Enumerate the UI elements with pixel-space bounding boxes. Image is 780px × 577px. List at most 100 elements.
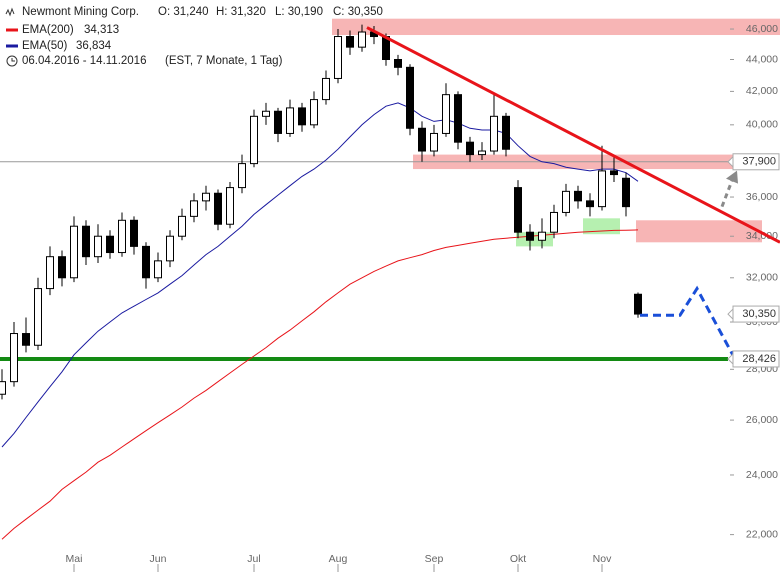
candle-body — [394, 58, 402, 68]
y-tick-label: 42,000 — [746, 85, 778, 97]
candle-body — [454, 94, 462, 143]
candle-body — [286, 107, 294, 134]
period: 06.04.2016 - 14.11.2016 — [22, 55, 146, 67]
y-tick-label: 34,000 — [746, 230, 778, 242]
y-tick-label: 22,000 — [746, 528, 778, 540]
candle-body — [250, 115, 258, 165]
candle-body — [406, 66, 414, 129]
candle-body — [226, 187, 234, 225]
candle-body — [142, 245, 150, 279]
candle-body — [418, 127, 426, 152]
candle-body — [478, 150, 486, 156]
candle-body — [214, 192, 222, 225]
y-tick-label: 24,000 — [746, 469, 778, 481]
candle-body — [334, 36, 342, 79]
candle-body — [514, 187, 522, 233]
candle-body — [502, 115, 510, 150]
y-tick-label: 46,000 — [746, 23, 778, 35]
candle-body — [118, 219, 126, 254]
y-tick-label: 44,000 — [746, 53, 778, 65]
candle-body — [634, 293, 642, 315]
y-tick-label: 40,000 — [746, 119, 778, 131]
candle-body — [358, 31, 366, 48]
x-tick-label: Sep — [425, 553, 444, 565]
y-tick-label: 36,000 — [746, 191, 778, 203]
zone — [332, 18, 780, 36]
candle-body — [430, 132, 438, 152]
legend-label: EMA(200) — [22, 24, 74, 36]
candle-body — [58, 256, 66, 279]
legend-bg — [0, 0, 300, 72]
candle-body — [46, 256, 54, 290]
arrow-shaft — [720, 180, 734, 208]
candle-body — [562, 190, 570, 213]
x-tick-label: Aug — [329, 553, 348, 565]
candle-body — [34, 288, 42, 346]
candle-body — [526, 231, 534, 241]
candle-body — [202, 192, 210, 202]
main-layer: 37,900 30,350 28,426 — [0, 24, 780, 540]
value-label: 30,350 — [742, 308, 776, 320]
x-tick-label: Jun — [150, 553, 167, 565]
candle-body — [22, 333, 30, 346]
background-layer: 22,00024,00026,00028,00030,00032,00034,0… — [0, 18, 780, 572]
value-box-pointer — [727, 307, 734, 321]
candle-body — [586, 200, 594, 208]
candle-body — [94, 235, 102, 258]
candle-body — [442, 94, 450, 134]
candle-body — [274, 110, 282, 134]
projection — [640, 285, 737, 360]
candle-body — [298, 107, 306, 126]
period-info: (EST, 7 Monate, 1 Tag) — [165, 55, 283, 67]
candle-body — [466, 141, 474, 156]
x-tick-label: Okt — [510, 553, 526, 565]
value-box-pointer — [727, 352, 734, 366]
candle-body — [82, 225, 90, 258]
open-value: O: 31,240 — [158, 6, 209, 18]
candle-body — [10, 333, 18, 383]
candle-body — [574, 190, 582, 202]
candle-body — [190, 200, 198, 217]
clock-icon — [6, 55, 18, 67]
candle-body — [622, 177, 630, 208]
y-tick-label: 32,000 — [746, 272, 778, 284]
clock-hands — [11, 58, 15, 62]
candle-body — [322, 77, 330, 101]
ema-line — [1, 102, 639, 448]
zone — [636, 220, 762, 243]
legend: Newmont Mining Corp. O: 31,240 H: 31,320… — [0, 0, 383, 72]
x-tick-label: Jul — [247, 553, 260, 565]
high-value: H: 31,320 — [216, 6, 266, 18]
legend-value: 34,313 — [84, 24, 119, 36]
candle-body — [106, 235, 114, 254]
y-tick-label: 26,000 — [746, 414, 778, 426]
candle-body — [238, 163, 246, 189]
candle-body — [178, 215, 186, 237]
x-tick-label: Nov — [593, 553, 612, 565]
legend-title: Newmont Mining Corp. — [22, 6, 139, 18]
candle-body — [490, 115, 498, 152]
candle-body — [262, 110, 270, 117]
ema-line — [1, 229, 639, 540]
legend-label: EMA(50) — [22, 40, 68, 52]
arrow-head — [726, 170, 738, 184]
candle-body — [0, 381, 6, 395]
legend-value: 36,834 — [76, 40, 112, 52]
value-label: 37,900 — [742, 156, 776, 168]
candle-body — [538, 231, 546, 241]
candle-body — [310, 99, 318, 126]
candle-body — [598, 170, 606, 208]
close-value: C: 30,350 — [333, 6, 383, 18]
candle-body — [346, 36, 354, 48]
candle-body — [154, 260, 162, 279]
x-tick-label: Mai — [66, 553, 83, 565]
trendline — [366, 26, 780, 244]
value-label: 28,426 — [742, 353, 776, 365]
value-box-pointer — [727, 155, 734, 168]
candle-body — [130, 219, 138, 247]
candle-body — [70, 225, 78, 279]
symbol-icon — [5, 7, 15, 17]
candle-body — [610, 170, 618, 176]
candle-body — [166, 235, 174, 262]
